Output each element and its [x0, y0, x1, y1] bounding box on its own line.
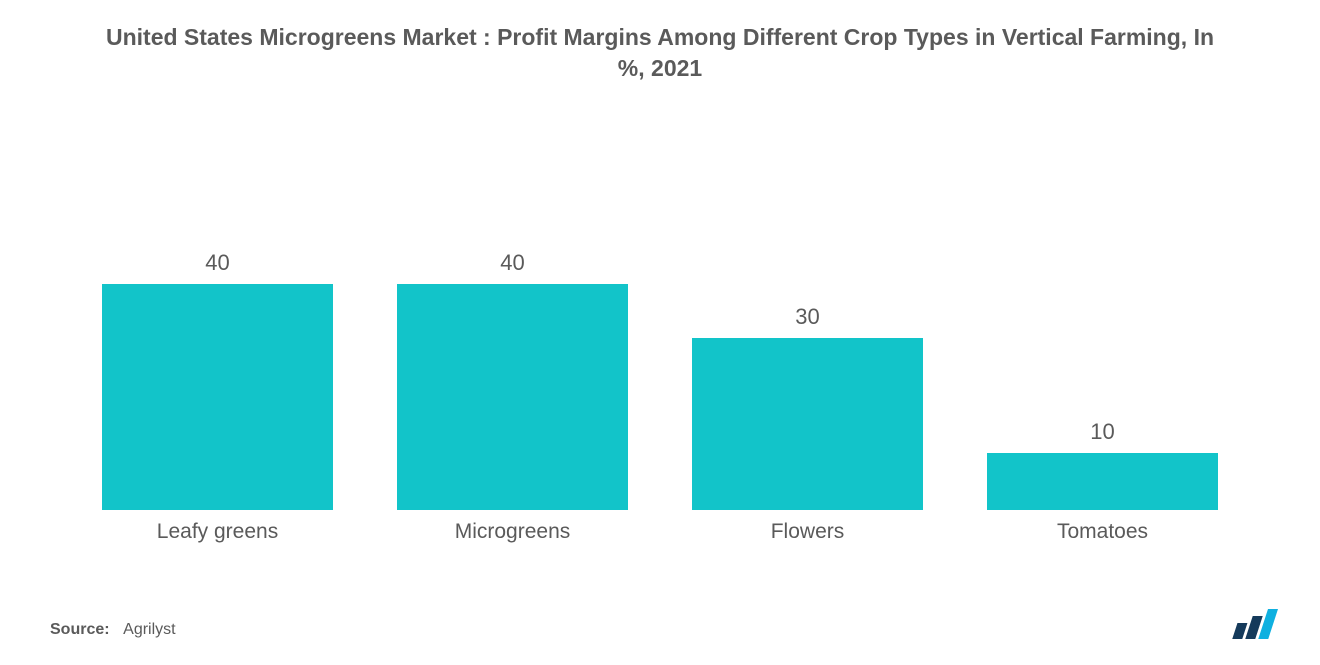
- category-label: Flowers: [660, 520, 955, 544]
- category-label: Leafy greens: [70, 520, 365, 544]
- bar-value-label: 40: [500, 250, 524, 276]
- chart-title: United States Microgreens Market : Profi…: [0, 0, 1320, 84]
- bar-value-label: 10: [1090, 419, 1114, 445]
- bar: [692, 338, 922, 511]
- source-value: Agrilyst: [123, 621, 175, 638]
- bar-group: 30: [660, 250, 955, 510]
- brand-logo: [1228, 609, 1284, 639]
- source-label: Source:: [50, 621, 110, 638]
- chart-plot-area: 40 40 30 10: [70, 250, 1250, 510]
- source-attribution: Source: Agrilyst: [50, 621, 176, 639]
- bar: [102, 284, 332, 510]
- bar-value-label: 30: [795, 304, 819, 330]
- category-label: Microgreens: [365, 520, 660, 544]
- category-axis: Leafy greens Microgreens Flowers Tomatoe…: [70, 520, 1250, 544]
- bar-group: 40: [365, 250, 660, 510]
- category-label: Tomatoes: [955, 520, 1250, 544]
- bar: [397, 284, 627, 510]
- bar-group: 10: [955, 250, 1250, 510]
- bar-group: 40: [70, 250, 365, 510]
- bar: [987, 453, 1217, 511]
- bar-value-label: 40: [205, 250, 229, 276]
